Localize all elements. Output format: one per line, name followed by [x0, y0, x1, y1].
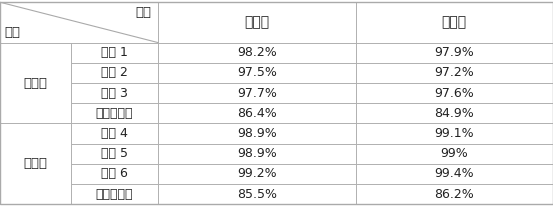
Text: 实例 5: 实例 5 [101, 147, 128, 160]
Bar [158, 43, 356, 63]
Bar [0, 43, 71, 123]
Text: 97.5%: 97.5% [237, 66, 277, 79]
Bar [356, 184, 553, 204]
Bar [158, 83, 356, 103]
Bar [71, 43, 158, 63]
Text: 84.9%: 84.9% [435, 107, 474, 120]
Bar [158, 144, 356, 164]
Bar [356, 63, 553, 83]
Text: 97.9%: 97.9% [435, 46, 474, 59]
Text: 方法: 方法 [4, 26, 20, 39]
Text: 敏感度: 敏感度 [244, 15, 269, 30]
Bar [71, 184, 158, 204]
Bar [356, 103, 553, 123]
Bar [158, 123, 356, 144]
Text: 特异度: 特异度 [442, 15, 467, 30]
Text: 86.2%: 86.2% [435, 188, 474, 201]
Text: 结果: 结果 [135, 6, 152, 19]
Bar [71, 103, 158, 123]
Bar [71, 63, 158, 83]
Bar [158, 2, 356, 43]
Text: 传统测量法: 传统测量法 [96, 107, 133, 120]
Text: 85.5%: 85.5% [237, 188, 277, 201]
Text: 多导联: 多导联 [23, 157, 48, 170]
Text: 97.7%: 97.7% [237, 87, 277, 100]
Bar [71, 83, 158, 103]
Text: 97.2%: 97.2% [435, 66, 474, 79]
Text: 99%: 99% [440, 147, 468, 160]
Bar [71, 144, 158, 164]
Text: 98.9%: 98.9% [237, 127, 276, 140]
Text: 99.1%: 99.1% [435, 127, 474, 140]
Bar [356, 144, 553, 164]
Text: 实例 4: 实例 4 [101, 127, 128, 140]
Bar [158, 103, 356, 123]
Text: 99.2%: 99.2% [237, 167, 276, 180]
Text: 实例 2: 实例 2 [101, 66, 128, 79]
Bar [356, 164, 553, 184]
Bar [356, 123, 553, 144]
Bar [158, 184, 356, 204]
Bar [158, 63, 356, 83]
Bar [356, 43, 553, 63]
Text: 98.2%: 98.2% [237, 46, 276, 59]
Bar [158, 164, 356, 184]
Text: 实例 3: 实例 3 [101, 87, 128, 100]
Text: 单导联: 单导联 [23, 77, 48, 89]
Bar [0, 123, 71, 204]
Text: 99.4%: 99.4% [435, 167, 474, 180]
Bar [356, 2, 553, 43]
Text: 86.4%: 86.4% [237, 107, 276, 120]
Bar [356, 83, 553, 103]
Text: 实例 6: 实例 6 [101, 167, 128, 180]
Text: 实例 1: 实例 1 [101, 46, 128, 59]
Text: 传统测量法: 传统测量法 [96, 188, 133, 201]
Text: 97.6%: 97.6% [435, 87, 474, 100]
Bar [71, 123, 158, 144]
Bar [0, 2, 158, 43]
Text: 98.9%: 98.9% [237, 147, 276, 160]
Bar [71, 164, 158, 184]
